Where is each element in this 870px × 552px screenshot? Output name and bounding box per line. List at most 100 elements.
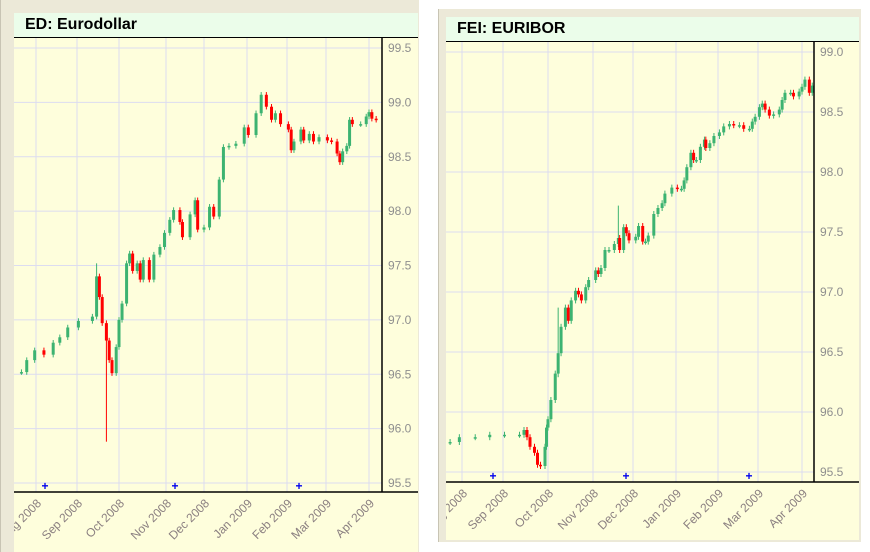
candle bbox=[141, 257, 145, 283]
candle bbox=[208, 204, 212, 231]
candle-body bbox=[522, 430, 526, 435]
candle-body bbox=[750, 121, 754, 129]
candle bbox=[685, 164, 689, 184]
candle-body bbox=[90, 316, 94, 321]
candle-body bbox=[622, 227, 626, 250]
candle bbox=[675, 184, 679, 192]
candle bbox=[803, 76, 807, 90]
candle-body bbox=[330, 140, 334, 142]
candle bbox=[634, 233, 638, 244]
candle-body bbox=[685, 167, 689, 181]
candle-body bbox=[757, 107, 761, 117]
candle bbox=[559, 323, 563, 357]
candle-body bbox=[618, 238, 622, 250]
candle bbox=[370, 109, 374, 122]
candle-body bbox=[168, 219, 172, 233]
x-tick-label: Oct 2008 bbox=[512, 486, 557, 531]
candle bbox=[19, 369, 23, 375]
x-tick-label: Feb 2009 bbox=[680, 486, 726, 532]
x-tick-label: Jan 2009 bbox=[210, 496, 255, 541]
candle bbox=[42, 347, 46, 358]
candle-body bbox=[566, 307, 570, 321]
candle bbox=[546, 416, 550, 431]
candle bbox=[311, 131, 315, 145]
candle bbox=[810, 82, 814, 96]
candle-body bbox=[359, 124, 363, 126]
candle bbox=[549, 397, 553, 423]
y-tick-label: 96.5 bbox=[820, 345, 844, 359]
candle-body bbox=[689, 152, 693, 168]
candle bbox=[692, 149, 696, 163]
candle-body bbox=[682, 180, 686, 189]
candle bbox=[273, 110, 277, 123]
candle bbox=[107, 337, 111, 363]
candle-body bbox=[19, 372, 23, 374]
x-tick-label: Dec 2008 bbox=[595, 486, 641, 532]
candle-body bbox=[325, 137, 329, 141]
candle bbox=[364, 113, 368, 127]
candle bbox=[488, 431, 492, 441]
candle-body bbox=[518, 434, 521, 437]
candle bbox=[335, 138, 339, 157]
candle-body bbox=[221, 146, 225, 180]
candle bbox=[338, 150, 342, 165]
candle-body bbox=[789, 92, 793, 95]
chart-title: FEI: EURIBOR bbox=[457, 20, 566, 37]
candle-body bbox=[800, 86, 804, 92]
y-tick-label: 97.0 bbox=[388, 313, 412, 327]
candle bbox=[525, 427, 529, 441]
candle-body bbox=[196, 200, 200, 230]
candle-body bbox=[574, 290, 578, 301]
y-tick-label: 99.0 bbox=[388, 95, 412, 109]
candle-body bbox=[273, 113, 277, 120]
candle bbox=[777, 106, 781, 118]
candle bbox=[188, 211, 192, 240]
candle-body bbox=[584, 287, 588, 301]
candle bbox=[694, 157, 698, 163]
candle bbox=[641, 223, 645, 245]
candle bbox=[780, 97, 784, 113]
x-tick-label: Nov 2008 bbox=[128, 496, 174, 542]
marker-plus: + bbox=[489, 469, 496, 483]
candle-body bbox=[569, 300, 573, 321]
candle bbox=[607, 247, 611, 253]
candle-body bbox=[299, 129, 303, 142]
x-tick-label: Apr 2009 bbox=[333, 496, 378, 541]
candle-body bbox=[559, 326, 563, 354]
candle bbox=[286, 121, 290, 133]
candle bbox=[637, 223, 641, 240]
candle-body bbox=[670, 187, 674, 194]
candle-body bbox=[107, 340, 111, 361]
candle-body bbox=[367, 112, 371, 117]
candle-body bbox=[131, 253, 135, 271]
marker-plus: + bbox=[295, 479, 302, 493]
candle-body bbox=[780, 100, 784, 110]
y-tick-label: 98.5 bbox=[388, 150, 412, 164]
candle bbox=[341, 148, 345, 165]
candle bbox=[193, 197, 197, 218]
candle bbox=[58, 334, 62, 346]
candle bbox=[345, 143, 349, 155]
chart-title: ED: Eurodollar bbox=[25, 16, 138, 33]
candle-body bbox=[114, 347, 118, 374]
candle bbox=[350, 117, 354, 127]
candle-body bbox=[797, 91, 801, 97]
candle-body bbox=[172, 210, 176, 220]
candle bbox=[325, 134, 329, 144]
candle-body bbox=[708, 143, 712, 148]
candle bbox=[569, 297, 573, 324]
candle-body bbox=[51, 342, 55, 355]
candle-body bbox=[307, 133, 311, 141]
candle bbox=[679, 185, 683, 192]
candle bbox=[503, 431, 506, 438]
candle bbox=[737, 122, 741, 129]
candle-body bbox=[660, 203, 664, 208]
candle-body bbox=[193, 200, 197, 215]
candle-body bbox=[202, 227, 206, 230]
candle-body bbox=[25, 360, 29, 373]
y-tick-label: 97.5 bbox=[388, 259, 412, 273]
candle bbox=[279, 110, 283, 127]
candle bbox=[783, 89, 787, 103]
candle-body bbox=[587, 280, 591, 288]
marker-plus: + bbox=[622, 469, 629, 483]
